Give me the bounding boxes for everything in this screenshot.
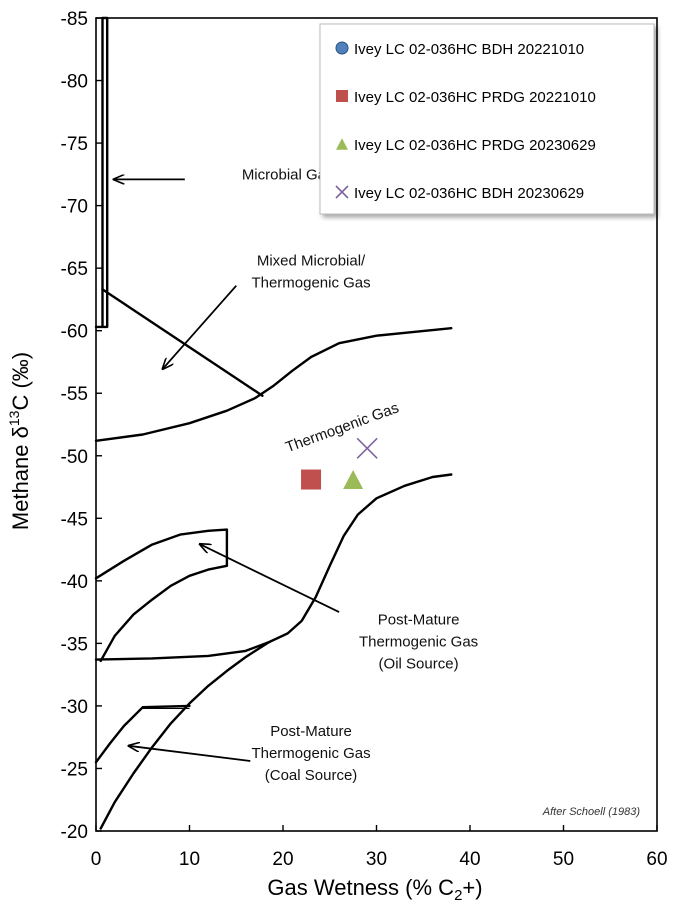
boundary-oil-inner (99, 564, 229, 663)
y-tick-label: -45 (61, 509, 88, 530)
x-tick-label: 20 (272, 849, 293, 870)
arrow-oil (201, 545, 340, 613)
annotation-oil: Post-Mature Thermogenic Gas (Oil Source) (359, 612, 478, 673)
legend-entry: Ivey LC 02-036HC BDH 20221010 (354, 41, 584, 58)
boundary-oil-upper (94, 528, 229, 580)
boundary-oil-bottom (94, 640, 271, 661)
data-point-x (356, 437, 378, 459)
data-point-square (301, 469, 322, 490)
x-tick-label: 40 (459, 849, 480, 870)
annotation-line: Post-Mature (270, 723, 352, 740)
legend-box (319, 23, 655, 215)
x-tick-label: 10 (179, 849, 200, 870)
arrow-mixed (163, 285, 237, 369)
annotation-line: Thermogenic Gas (251, 275, 370, 292)
credit-note: After Schoell (1983) (542, 806, 641, 818)
y-tick-label: -85 (61, 9, 88, 30)
annotation-line: Thermogenic Gas (283, 399, 401, 456)
x-axis-title: Gas Wetness (% C2+) (267, 875, 482, 904)
region-annotations: Microbial Gas Mixed Microbial/Thermogenic… (115, 166, 478, 784)
legend-marker-square (336, 90, 348, 102)
annotation-line: Thermogenic Gas (251, 745, 370, 762)
boundary-thermogenic-lower (267, 473, 453, 644)
boundary-thermogenic-upper (94, 327, 453, 442)
y-axis-title: Methane δ13C (‰) (6, 352, 33, 530)
annotation-coal: Post-Mature Thermogenic Gas (Coal Source) (251, 723, 370, 784)
boundary-microbial-bracket (94, 16, 109, 329)
legend-marker-triangle (336, 138, 348, 150)
annotation-line: (Oil Source) (379, 656, 459, 673)
x-axis: 0 10 20 30 40 50 60 (91, 825, 668, 870)
y-tick-label: -70 (61, 197, 88, 218)
annotation-thermogenic: Thermogenic Gas (283, 399, 401, 456)
y-tick-label: -65 (61, 259, 88, 280)
y-tick-label: -35 (61, 634, 88, 655)
y-tick-label: -40 (61, 572, 88, 593)
y-axis: -85 -80 -75 -70 -65 -60 -55 -50 -45 -40 -35 -30 -25 -… (61, 9, 102, 843)
legend: Ivey LC 02-036HC BDH 20221010 Ivey LC 02-… (319, 23, 655, 215)
y-tick-label: -60 (61, 322, 88, 343)
y-tick-label: -80 (61, 72, 88, 93)
y-tick-label: -30 (61, 697, 88, 718)
legend-entry: Ivey LC 02-036HC PRDG 20230629 (354, 137, 596, 154)
boundary-mixed-diagonal (101, 288, 264, 397)
y-tick-label: -20 (61, 822, 88, 843)
y-tick-label: -55 (61, 384, 88, 405)
x-tick-label: 60 (646, 849, 667, 870)
annotation-mixed: Mixed Microbial/Thermogenic Gas (251, 253, 370, 292)
y-tick-label: -25 (61, 759, 88, 780)
legend-entry: Ivey LC 02-036HC PRDG 20221010 (354, 89, 596, 106)
boundary-coal-upper (94, 704, 191, 764)
annotation-microbial: Microbial Gas (242, 166, 334, 183)
x-tick-label: 0 (91, 849, 102, 870)
x-tick-label: 50 (553, 849, 574, 870)
legend-entry: Ivey LC 02-036HC BDH 20230629 (354, 185, 584, 202)
boundary-coal-lower (99, 640, 271, 830)
y-tick-label: -50 (61, 447, 88, 468)
arrow-coal (130, 746, 251, 762)
field-boundaries (94, 16, 453, 830)
y-tick-label: -75 (61, 134, 88, 155)
legend-marker-x (335, 185, 349, 199)
annotation-line: Thermogenic Gas (359, 634, 478, 651)
annotation-line: Post-Mature (378, 612, 460, 629)
annotation-line: Mixed Microbial/ (257, 253, 366, 270)
data-points (301, 437, 378, 490)
x-tick-label: 30 (366, 849, 387, 870)
annotation-line: (Coal Source) (265, 767, 358, 784)
data-point-triangle (343, 470, 364, 490)
annotation-line: Microbial Gas (242, 166, 334, 183)
legend-marker-circle (335, 41, 349, 55)
